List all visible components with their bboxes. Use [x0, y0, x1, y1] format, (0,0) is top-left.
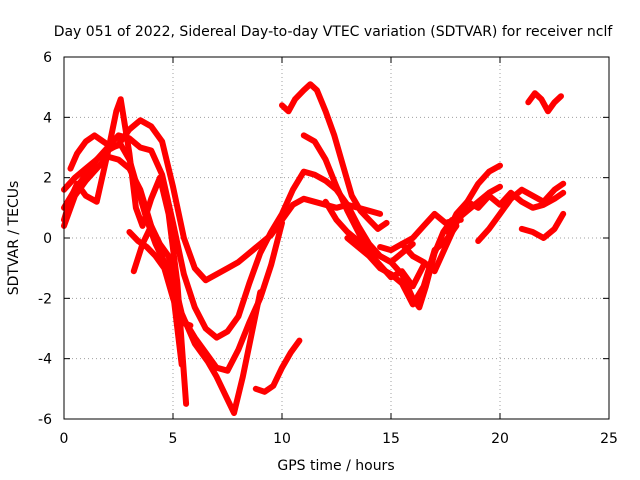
- y-tick-label: -4: [38, 352, 52, 368]
- x-tick-label: 10: [273, 431, 291, 447]
- series-track-17: [518, 210, 567, 241]
- y-tick-label: 0: [43, 231, 52, 247]
- series-track-11: [322, 198, 464, 311]
- y-axis-label: SDTVAR / TECUs: [6, 181, 22, 296]
- x-tick-label: 25: [600, 431, 618, 447]
- series-track-5: [67, 132, 185, 368]
- grid-layer: [64, 57, 609, 419]
- y-tick-label: 2: [43, 171, 52, 187]
- y-tick-label: -2: [38, 291, 52, 307]
- y-tick-label: -6: [38, 412, 52, 428]
- series-track-7: [126, 229, 194, 329]
- chart-title: Day 051 of 2022, Sidereal Day-to-day VTE…: [54, 24, 614, 40]
- series-track-9: [279, 81, 390, 232]
- tick-layer: 0 5 10 15 20 25 -6 -4 -2 0 2 4 6: [38, 50, 618, 447]
- series-track-4: [61, 96, 190, 407]
- series-track-6: [130, 222, 264, 416]
- x-tick-label: 20: [491, 431, 509, 447]
- x-tick-label: 5: [169, 431, 178, 447]
- x-tick-label: 0: [60, 431, 69, 447]
- x-axis-label: GPS time / hours: [277, 458, 394, 474]
- series-layer: [61, 81, 567, 416]
- series-track-8: [252, 337, 303, 395]
- series-track-16: [475, 180, 567, 244]
- series-track-12: [344, 222, 460, 308]
- x-tick-label: 15: [382, 431, 400, 447]
- y-tick-label: 4: [43, 110, 52, 126]
- y-tick-label: 6: [43, 50, 52, 66]
- series-track-18: [525, 90, 564, 115]
